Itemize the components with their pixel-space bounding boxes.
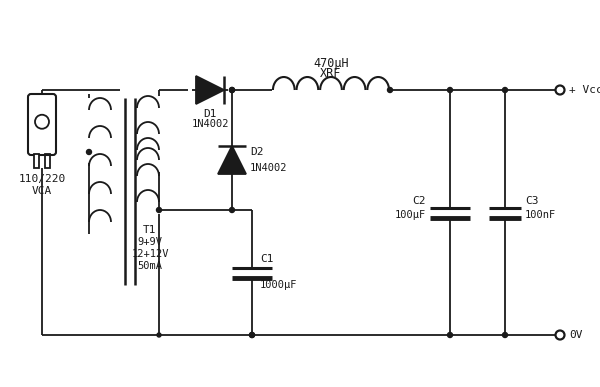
Circle shape <box>35 115 49 129</box>
Circle shape <box>157 207 161 212</box>
Circle shape <box>250 332 254 337</box>
Circle shape <box>229 207 235 212</box>
Circle shape <box>157 333 161 337</box>
Circle shape <box>556 86 565 94</box>
Text: 1N4002: 1N4002 <box>250 163 287 173</box>
Text: XRF: XRF <box>320 67 341 80</box>
Circle shape <box>448 332 452 337</box>
Circle shape <box>448 87 452 92</box>
Circle shape <box>556 330 565 339</box>
Circle shape <box>229 87 235 92</box>
Text: C2: C2 <box>413 195 426 205</box>
Text: 470μH: 470μH <box>313 57 349 70</box>
Text: C1: C1 <box>260 255 274 264</box>
Circle shape <box>503 332 508 337</box>
Text: 1N4002: 1N4002 <box>191 119 229 129</box>
Circle shape <box>388 87 392 92</box>
Text: D1: D1 <box>203 109 217 119</box>
Text: C3: C3 <box>525 195 539 205</box>
Text: 50mA: 50mA <box>137 261 163 271</box>
Text: 110/220: 110/220 <box>19 174 65 184</box>
Circle shape <box>503 87 508 92</box>
Text: VCA: VCA <box>32 186 52 196</box>
Text: 12+12V: 12+12V <box>131 249 169 259</box>
Circle shape <box>86 149 91 154</box>
Text: T1: T1 <box>143 225 157 235</box>
Text: 9+9V: 9+9V <box>137 237 163 247</box>
Text: 0V: 0V <box>569 330 583 340</box>
Circle shape <box>250 332 254 337</box>
Bar <box>45 154 50 168</box>
Text: D2: D2 <box>250 147 263 157</box>
Text: 100nF: 100nF <box>525 209 556 219</box>
Polygon shape <box>218 146 246 174</box>
Text: + Vcc: + Vcc <box>569 85 600 95</box>
Bar <box>34 154 39 168</box>
FancyBboxPatch shape <box>28 94 56 155</box>
Text: 1000μF: 1000μF <box>260 281 298 291</box>
Polygon shape <box>196 76 224 104</box>
Circle shape <box>229 87 235 92</box>
Text: 100μF: 100μF <box>395 209 426 219</box>
